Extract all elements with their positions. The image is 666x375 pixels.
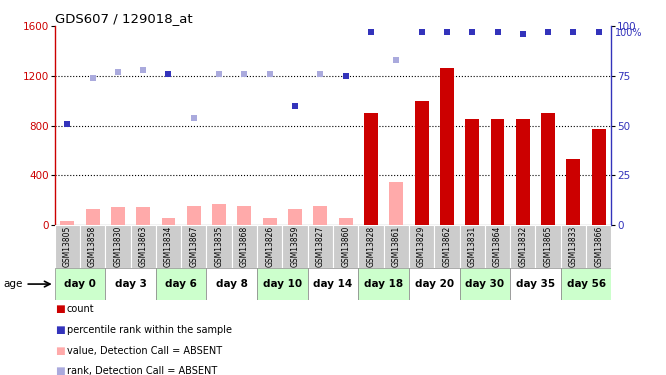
Bar xyxy=(460,268,510,300)
Bar xyxy=(288,209,302,225)
Bar xyxy=(358,268,409,300)
Bar xyxy=(257,268,308,300)
Bar xyxy=(409,268,460,300)
Text: GSM13859: GSM13859 xyxy=(290,226,300,267)
Text: GSM13860: GSM13860 xyxy=(341,226,350,267)
Bar xyxy=(162,217,175,225)
Bar xyxy=(440,69,454,225)
Text: GSM13828: GSM13828 xyxy=(366,226,376,267)
Text: GSM13826: GSM13826 xyxy=(265,226,274,267)
Text: 100%: 100% xyxy=(615,28,642,38)
Bar xyxy=(415,101,428,225)
Bar xyxy=(314,206,327,225)
Bar xyxy=(510,225,535,268)
Bar xyxy=(567,159,580,225)
Bar xyxy=(384,225,409,268)
Text: GSM13858: GSM13858 xyxy=(88,226,97,267)
Bar xyxy=(535,225,561,268)
Bar xyxy=(364,113,378,225)
Bar xyxy=(390,182,403,225)
Bar xyxy=(485,225,510,268)
Text: ■: ■ xyxy=(55,366,65,375)
Text: GSM13861: GSM13861 xyxy=(392,226,401,267)
Text: day 20: day 20 xyxy=(415,279,454,289)
Text: day 30: day 30 xyxy=(466,279,504,289)
Text: day 35: day 35 xyxy=(516,279,555,289)
Text: value, Detection Call = ABSENT: value, Detection Call = ABSENT xyxy=(67,346,222,355)
Bar xyxy=(80,225,105,268)
Text: GSM13868: GSM13868 xyxy=(240,226,249,267)
Text: GSM13862: GSM13862 xyxy=(442,226,452,267)
Text: ■: ■ xyxy=(55,346,65,355)
Bar xyxy=(491,119,504,225)
Bar xyxy=(206,268,257,300)
Text: GSM13867: GSM13867 xyxy=(189,226,198,267)
Bar xyxy=(308,268,358,300)
Bar xyxy=(61,221,74,225)
Bar xyxy=(131,225,156,268)
Text: day 18: day 18 xyxy=(364,279,403,289)
Bar xyxy=(137,207,150,225)
Text: GSM13827: GSM13827 xyxy=(316,226,325,267)
Text: GSM13865: GSM13865 xyxy=(543,226,553,267)
Bar xyxy=(257,225,282,268)
Bar xyxy=(156,225,181,268)
Text: GSM13834: GSM13834 xyxy=(164,226,173,267)
Bar xyxy=(212,204,226,225)
Bar xyxy=(105,268,156,300)
Bar xyxy=(510,268,561,300)
Text: GSM13829: GSM13829 xyxy=(417,226,426,267)
Text: GSM13805: GSM13805 xyxy=(63,226,72,267)
Bar xyxy=(55,225,80,268)
Bar xyxy=(181,225,206,268)
Text: GSM13863: GSM13863 xyxy=(139,226,148,267)
Text: GSM13832: GSM13832 xyxy=(518,226,527,267)
Text: day 3: day 3 xyxy=(115,279,147,289)
Bar xyxy=(263,217,276,225)
Text: GSM13864: GSM13864 xyxy=(493,226,502,267)
Text: day 0: day 0 xyxy=(64,279,96,289)
Bar xyxy=(282,225,308,268)
Text: GDS607 / 129018_at: GDS607 / 129018_at xyxy=(55,12,192,25)
Bar xyxy=(561,225,586,268)
Bar xyxy=(333,225,358,268)
Bar xyxy=(86,209,99,225)
Bar xyxy=(460,225,485,268)
Text: ■: ■ xyxy=(55,325,65,335)
Text: day 56: day 56 xyxy=(567,279,605,289)
Bar xyxy=(586,225,611,268)
Text: ■: ■ xyxy=(55,304,65,314)
Bar xyxy=(308,225,333,268)
Bar xyxy=(358,225,384,268)
Text: GSM13831: GSM13831 xyxy=(468,226,477,267)
Text: GSM13833: GSM13833 xyxy=(569,226,578,267)
Text: GSM13866: GSM13866 xyxy=(594,226,603,267)
Bar xyxy=(55,268,105,300)
Text: day 10: day 10 xyxy=(263,279,302,289)
Bar xyxy=(592,129,605,225)
Bar xyxy=(206,225,232,268)
Text: rank, Detection Call = ABSENT: rank, Detection Call = ABSENT xyxy=(67,366,217,375)
Text: GSM13835: GSM13835 xyxy=(214,226,224,267)
Bar xyxy=(232,225,257,268)
Bar xyxy=(111,207,125,225)
Bar xyxy=(409,225,434,268)
Text: day 6: day 6 xyxy=(165,279,197,289)
Bar xyxy=(541,113,555,225)
Bar xyxy=(561,268,611,300)
Text: day 8: day 8 xyxy=(216,279,248,289)
Bar xyxy=(156,268,206,300)
Bar xyxy=(516,119,529,225)
Bar xyxy=(466,119,479,225)
Text: GSM13830: GSM13830 xyxy=(113,226,123,267)
Text: day 14: day 14 xyxy=(314,279,352,289)
Text: count: count xyxy=(67,304,94,314)
Text: percentile rank within the sample: percentile rank within the sample xyxy=(67,325,232,335)
Bar xyxy=(339,217,352,225)
Bar xyxy=(187,206,200,225)
Bar xyxy=(434,225,460,268)
Bar xyxy=(238,206,251,225)
Text: age: age xyxy=(3,279,23,289)
Bar xyxy=(105,225,131,268)
